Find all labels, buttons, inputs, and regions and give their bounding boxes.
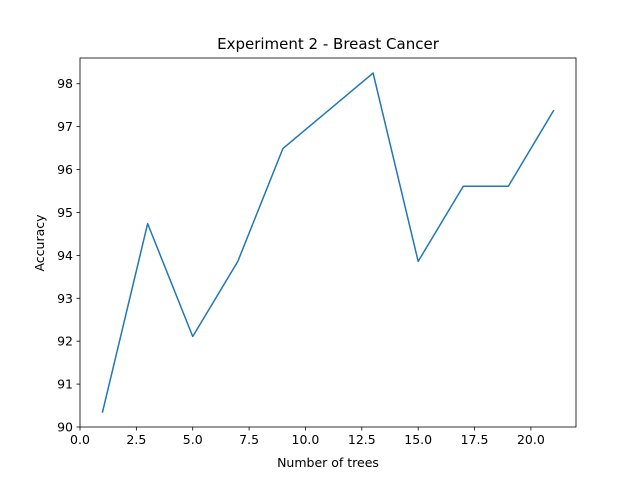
x-axis-label: Number of trees [277,455,379,470]
x-tick-label: 12.5 [348,432,376,447]
y-tick-label: 90 [57,420,73,435]
x-axis-ticks: 0.0 2.5 5.0 7.5 10.0 12.5 15.0 17.5 20.0 [70,427,545,447]
y-tick-label: 92 [57,334,73,349]
x-tick-label: 17.5 [461,432,489,447]
y-tick-label: 98 [57,76,73,91]
x-tick-label: 10.0 [292,432,320,447]
chart-title: Experiment 2 - Breast Cancer [217,35,440,53]
x-tick-label: 7.5 [239,432,259,447]
y-tick-label: 95 [57,205,73,220]
y-tick-label: 93 [57,291,73,306]
x-tick-label: 2.5 [126,432,146,447]
x-tick-label: 15.0 [404,432,432,447]
plot-frame [79,57,577,428]
y-tick-label: 94 [57,248,73,263]
y-tick-label: 96 [57,162,73,177]
series-layer [101,72,555,413]
y-axis-ticks: 90 91 92 93 94 95 96 97 98 [57,76,80,435]
x-tick-label: 5.0 [183,432,203,447]
series-line-1 [101,72,555,413]
x-tick-label: 20.0 [517,432,545,447]
plot-area: 0.0 2.5 5.0 7.5 10.0 12.5 15.0 17.5 20.0 9091929… [57,57,577,447]
y-tick-label: 91 [57,377,73,392]
y-axis-label: Accuracy [32,214,47,272]
y-tick-label: 97 [57,119,73,134]
x-tick-label: 0.0 [70,432,90,447]
